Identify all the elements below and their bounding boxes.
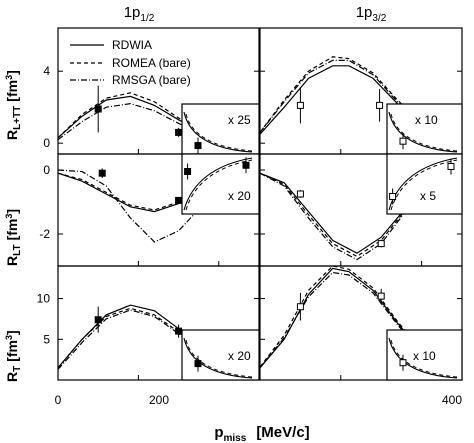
data-point — [194, 142, 202, 150]
data-point — [175, 128, 183, 136]
inset-scale-label: x 20 — [228, 189, 251, 203]
panel-1: 0 4 x 25 — [43, 27, 260, 155]
x-axis-label: pmiss [MeV/c] — [214, 424, 309, 443]
inset-scale-label: x 5 — [420, 189, 436, 203]
panel-3: 0 -2 x 20 — [39, 153, 260, 267]
data-point — [377, 292, 385, 300]
inset-frame — [181, 329, 260, 381]
inset-tail-curve — [183, 337, 253, 379]
data-point — [447, 163, 455, 170]
inset-scale-label: x 20 — [228, 349, 251, 363]
panel-2: x 10 — [259, 27, 463, 155]
panel-5: 5 10 x 20 — [37, 265, 260, 381]
y-tick-label: 5 — [43, 332, 50, 346]
row-label-rltt: RL+TT[fm3] — [4, 70, 23, 140]
inset-tail-curve — [388, 111, 458, 153]
legend: RDWIA ROMEA (bare) RMSGA (bare) — [70, 38, 191, 87]
y-tick-label: 0 — [43, 163, 50, 177]
inset-scale-label: x 25 — [228, 113, 251, 127]
inset-tail-curve — [183, 157, 253, 211]
y-tick-label: -2 — [39, 227, 50, 241]
data-point — [184, 168, 192, 175]
x-tick-label-0: 0 — [55, 393, 62, 407]
column-header-1p3/2: 1p3/2 — [356, 4, 387, 24]
inset-scale-label: x 10 — [413, 349, 436, 363]
data-point — [296, 190, 304, 198]
data-point — [94, 105, 102, 113]
inset-tail-curve — [388, 337, 458, 379]
inset-scale-label: x 10 — [415, 113, 438, 127]
y-tick-label: 4 — [43, 64, 50, 78]
data-point — [242, 161, 250, 169]
x-tick-label-400: 400 — [442, 393, 462, 407]
data-point — [194, 360, 202, 368]
data-point — [376, 101, 384, 109]
panel-6: x 10 — [259, 265, 463, 381]
inset-frame — [386, 329, 463, 381]
inset-tail-curve — [390, 159, 458, 211]
inset-tail-curve — [183, 111, 253, 153]
data-point — [399, 137, 407, 145]
inset-tail-curve — [185, 159, 253, 211]
row-label-rlt: RLT[fm3] — [4, 209, 23, 266]
legend-label-rmsga: RMSGA (bare) — [112, 73, 191, 87]
panel-frame — [57, 265, 260, 381]
data-point — [175, 196, 183, 204]
series-line-romea-bare — [57, 307, 260, 376]
series-line-romea-bare — [57, 92, 260, 143]
y-tick-label: 0 — [43, 136, 50, 150]
data-point — [296, 101, 304, 109]
inset-frame — [386, 103, 463, 155]
data-point — [98, 169, 106, 177]
x-tick-label-200: 200 — [149, 393, 169, 407]
panel-frame — [259, 265, 463, 381]
legend-label-romea: ROMEA (bare) — [112, 56, 191, 70]
panel-4: x 5 — [259, 153, 463, 267]
panels: 0 4 x 25 x 10 0 -2 x 20 x 5 5 10 x 20 x 10 — [37, 27, 463, 381]
data-point — [175, 327, 183, 335]
legend-label-rdwia: RDWIA — [112, 38, 152, 52]
data-point — [94, 316, 102, 324]
column-header-1p1/2: 1p1/2 — [124, 4, 155, 24]
inset-tail-curve — [388, 157, 458, 211]
data-point — [377, 240, 385, 248]
data-point — [399, 359, 407, 367]
data-point — [296, 303, 304, 311]
y-tick-label: 10 — [37, 292, 51, 306]
data-point — [389, 193, 397, 200]
row-label-rt: RT[fm3] — [4, 330, 23, 382]
